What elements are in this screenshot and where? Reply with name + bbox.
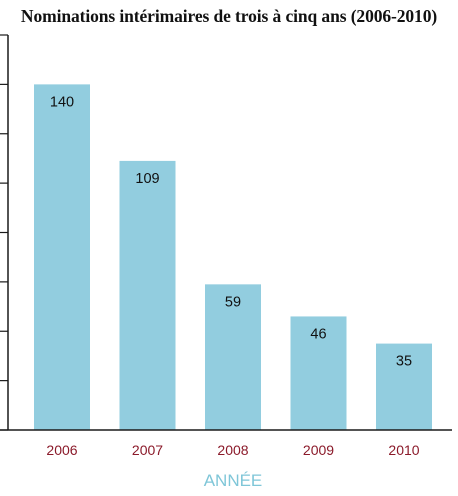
bar-value-label: 140 — [50, 94, 74, 110]
bar-value-label: 35 — [396, 354, 412, 370]
bar-2010 — [376, 343, 432, 430]
x-axis-title: ANNÉE — [204, 471, 263, 490]
x-tick-label: 2006 — [46, 442, 77, 458]
bars — [34, 84, 432, 430]
x-tick-label: 2010 — [388, 442, 419, 458]
bar-value-labels: 140 109 59 46 35 — [50, 94, 412, 369]
chart-title: Nominations intérimaires de trois à cinq… — [20, 6, 438, 26]
bar-value-label: 46 — [310, 326, 326, 342]
bar-2008 — [205, 284, 261, 430]
x-tick-label: 2009 — [303, 442, 334, 458]
bar-2007 — [119, 160, 176, 430]
bar-2006 — [34, 84, 90, 430]
x-tick-labels: 2006 2007 2008 2009 2010 — [46, 442, 419, 458]
x-tick-label: 2008 — [217, 442, 248, 458]
bar-2009 — [290, 316, 347, 430]
x-tick-label: 2007 — [132, 442, 163, 458]
y-axis-ticks — [0, 34, 8, 431]
bar-value-label: 59 — [225, 294, 241, 310]
bar-value-label: 109 — [135, 171, 159, 187]
